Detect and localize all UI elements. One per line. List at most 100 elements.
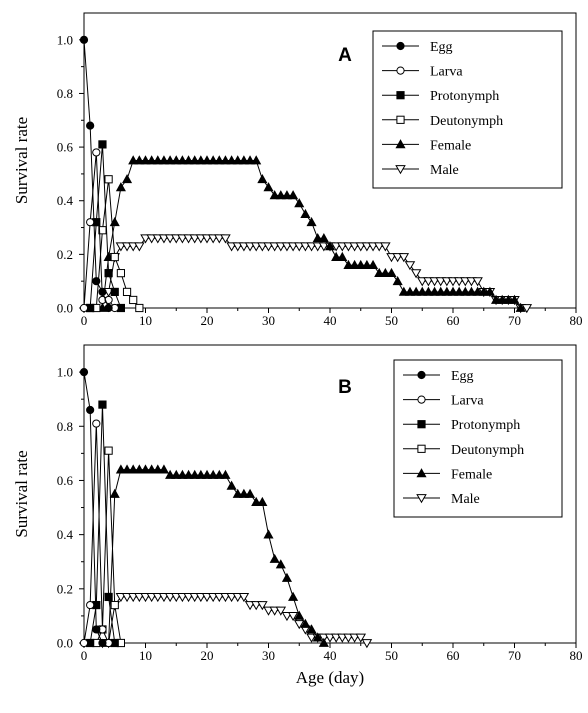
legend-marker xyxy=(417,444,426,453)
data-point xyxy=(122,464,133,474)
data-point xyxy=(306,216,317,227)
data-point xyxy=(306,242,317,252)
panel-label: A xyxy=(338,45,352,66)
data-point xyxy=(472,286,483,296)
data-point xyxy=(158,593,170,603)
legend-marker xyxy=(416,494,427,504)
data-point xyxy=(245,155,256,165)
x-tick-label: 60 xyxy=(447,313,460,328)
data-point xyxy=(306,633,317,643)
data-point xyxy=(129,295,138,305)
data-point xyxy=(98,638,107,648)
data-point xyxy=(171,155,182,165)
legend-item: Deutonymph xyxy=(403,443,524,458)
data-point xyxy=(281,612,293,622)
data-point xyxy=(361,639,373,649)
y-axis-title: Survival rate xyxy=(12,117,31,204)
data-point xyxy=(293,242,305,252)
data-point xyxy=(349,633,360,643)
legend-marker xyxy=(396,115,405,124)
data-point xyxy=(140,593,151,603)
data-point xyxy=(392,275,403,286)
data-point xyxy=(257,242,268,252)
data-point xyxy=(115,464,126,474)
data-point xyxy=(343,633,354,643)
data-point xyxy=(201,469,213,479)
data-point xyxy=(183,155,194,165)
data-point xyxy=(79,367,89,377)
data-point xyxy=(177,469,188,479)
legend: Egg Larva Protonymph Deutonymph Female Male xyxy=(372,30,563,189)
data-point xyxy=(134,155,145,165)
data-point xyxy=(104,446,113,455)
data-point xyxy=(263,242,274,252)
data-point xyxy=(251,155,262,165)
data-point xyxy=(244,601,256,611)
data-point xyxy=(98,400,107,409)
data-point xyxy=(287,612,299,622)
legend-marker xyxy=(395,139,406,149)
data-point xyxy=(92,419,101,428)
data-point xyxy=(312,233,323,243)
series-egg xyxy=(79,35,113,313)
data-point xyxy=(164,234,176,244)
data-point xyxy=(293,620,305,630)
data-point xyxy=(208,469,219,479)
data-point xyxy=(177,593,188,603)
data-point xyxy=(165,155,176,165)
data-point xyxy=(170,593,182,603)
data-point xyxy=(189,155,200,165)
data-point xyxy=(92,625,101,634)
data-point xyxy=(226,155,237,165)
data-point xyxy=(207,234,219,244)
data-point xyxy=(368,259,379,269)
x-tick-label: 0 xyxy=(81,313,88,328)
data-point xyxy=(460,286,471,296)
data-point xyxy=(281,242,293,252)
legend-marker xyxy=(417,370,426,380)
data-point xyxy=(171,469,182,479)
data-point xyxy=(79,35,89,44)
data-point xyxy=(466,277,477,287)
data-point xyxy=(104,269,113,278)
data-point xyxy=(497,294,508,304)
data-point xyxy=(386,267,397,278)
data-point xyxy=(121,593,133,603)
series-male xyxy=(97,593,373,649)
data-point xyxy=(98,287,107,297)
legend-marker xyxy=(417,395,426,404)
data-point xyxy=(275,606,287,616)
data-point xyxy=(355,259,366,269)
data-point xyxy=(318,242,330,252)
data-point xyxy=(232,593,244,603)
x-tick-label: 50 xyxy=(385,648,398,663)
data-point xyxy=(220,155,231,165)
data-point xyxy=(454,286,465,296)
data-point xyxy=(318,637,329,647)
data-point xyxy=(330,633,342,643)
data-point xyxy=(355,242,367,252)
y-axis-title: Survival rate xyxy=(12,450,31,537)
data-point xyxy=(238,242,250,252)
series-male xyxy=(103,234,533,314)
series-protonymph xyxy=(86,400,119,648)
data-point xyxy=(232,488,243,498)
data-point xyxy=(115,242,127,252)
data-point xyxy=(127,242,139,252)
data-point xyxy=(226,593,237,603)
legend-item: Male xyxy=(403,492,480,507)
data-point xyxy=(423,277,434,287)
x-tick-label: 0 xyxy=(81,648,88,663)
data-point xyxy=(300,208,311,219)
data-point xyxy=(98,140,107,149)
data-point xyxy=(324,241,336,251)
data-point xyxy=(312,632,323,642)
data-point xyxy=(140,234,151,244)
data-point xyxy=(122,287,132,297)
y-tick-label: 0.4 xyxy=(57,527,74,542)
data-point xyxy=(269,190,280,200)
data-point xyxy=(250,242,262,252)
legend-item: Female xyxy=(382,138,471,153)
data-point xyxy=(386,253,397,263)
